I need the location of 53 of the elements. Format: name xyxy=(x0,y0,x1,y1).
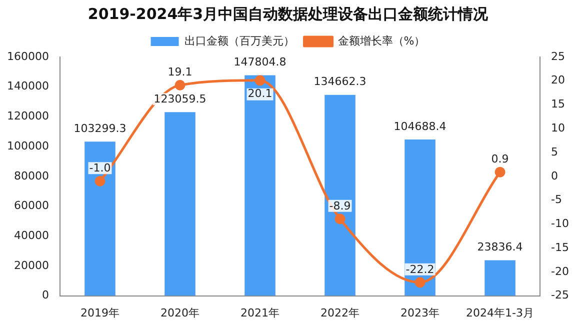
chart-title: 2019-2024年3月中国自动数据处理设备出口金额统计情况 xyxy=(88,4,490,23)
bar xyxy=(244,75,276,296)
y2-tick-label: -10 xyxy=(551,217,569,230)
y-tick-label: 100000 xyxy=(6,139,49,152)
data-label: -22.2 xyxy=(406,262,434,276)
data-label: 19.1 xyxy=(168,66,192,79)
x-tick-label: 2021年 xyxy=(240,306,280,320)
y-tick-label: 80000 xyxy=(14,169,49,182)
bar xyxy=(324,94,356,296)
data-label: 147804.8 xyxy=(234,56,286,69)
data-label: -8.9 xyxy=(329,199,351,212)
y2-tick-label: 20 xyxy=(551,74,566,87)
x-tick-label: 2023年 xyxy=(400,306,440,320)
y2-tick-label: -25 xyxy=(551,288,569,302)
x-tick-label: 2024年1-3月 xyxy=(466,306,534,320)
bar xyxy=(484,260,516,296)
y-tick-label: 120000 xyxy=(6,110,49,123)
y2-tick-label: 15 xyxy=(551,98,566,111)
x-tick-label: 2022年 xyxy=(320,306,360,320)
y2-tick-label: 10 xyxy=(551,122,566,134)
point xyxy=(174,80,186,90)
y2-tick-label: 0 xyxy=(551,169,558,182)
point xyxy=(254,75,266,86)
point xyxy=(334,214,346,224)
x-tick-label: 2020年 xyxy=(160,306,200,320)
point xyxy=(494,166,506,178)
data-label: 104688.4 xyxy=(394,120,446,133)
y-tick-label: 60000 xyxy=(14,199,49,212)
y-tick-label: 0 xyxy=(42,288,49,302)
y-tick-label: 40000 xyxy=(14,228,49,242)
data-label: 134662.3 xyxy=(314,75,366,88)
y-tick-label: 140000 xyxy=(6,80,49,93)
bar xyxy=(404,140,436,296)
point xyxy=(414,277,426,288)
data-label: 23836.4 xyxy=(477,240,523,254)
data-label: 103299.3 xyxy=(74,122,126,135)
bar xyxy=(84,142,116,296)
data-label: 0.9 xyxy=(491,152,509,166)
y2-tick-label: 25 xyxy=(551,50,566,63)
legend-label: 金额增长率（%） xyxy=(338,34,426,48)
y2-tick-label: -15 xyxy=(551,240,569,254)
data-label: 20.1 xyxy=(248,86,272,100)
point xyxy=(94,176,106,186)
x-tick-label: 2019年 xyxy=(80,306,120,320)
data-label: -1.0 xyxy=(89,162,111,175)
bar xyxy=(164,112,196,296)
y2-tick-label: -5 xyxy=(551,193,562,206)
legend-label: 出口金额（百万美元） xyxy=(184,34,294,48)
data-label: 123059.5 xyxy=(154,92,206,106)
y-tick-label: 20000 xyxy=(14,258,49,272)
y-tick-label: 160000 xyxy=(6,50,49,63)
y2-tick-label: -20 xyxy=(551,264,569,278)
y2-tick-label: 5 xyxy=(551,145,558,158)
